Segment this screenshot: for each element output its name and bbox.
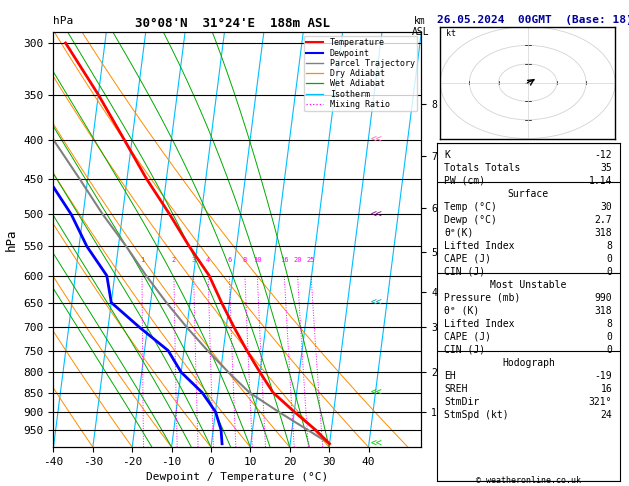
Text: Lifted Index: Lifted Index <box>445 241 515 251</box>
Text: CAPE (J): CAPE (J) <box>445 254 491 264</box>
Text: 16: 16 <box>280 257 288 263</box>
Text: Most Unstable: Most Unstable <box>490 280 567 290</box>
Text: EH: EH <box>445 371 456 381</box>
Text: 24: 24 <box>601 410 612 420</box>
Text: <<: << <box>370 387 382 398</box>
Text: 990: 990 <box>594 293 612 303</box>
Text: 3: 3 <box>191 257 196 263</box>
Text: <<: << <box>370 209 382 220</box>
Text: -12: -12 <box>594 150 612 160</box>
Text: CIN (J): CIN (J) <box>445 345 486 355</box>
Text: 6: 6 <box>227 257 231 263</box>
Text: 1.14: 1.14 <box>589 176 612 186</box>
Text: 0: 0 <box>606 254 612 264</box>
Text: -19: -19 <box>594 371 612 381</box>
Text: 321°: 321° <box>589 397 612 407</box>
Text: 1: 1 <box>140 257 144 263</box>
Text: Surface: Surface <box>508 189 549 199</box>
Text: 8: 8 <box>606 319 612 329</box>
Text: hPa: hPa <box>53 16 74 26</box>
Text: θᵉ(K): θᵉ(K) <box>445 228 474 238</box>
Text: CIN (J): CIN (J) <box>445 267 486 277</box>
Text: 0: 0 <box>606 267 612 277</box>
Text: kt: kt <box>446 29 456 38</box>
Text: 25: 25 <box>306 257 315 263</box>
Y-axis label: hPa: hPa <box>5 228 18 251</box>
Text: 20: 20 <box>293 257 301 263</box>
Text: <<: << <box>370 439 382 449</box>
Text: Totals Totals: Totals Totals <box>445 163 521 173</box>
Text: 2.7: 2.7 <box>594 215 612 225</box>
Text: 30: 30 <box>601 202 612 212</box>
Text: 16: 16 <box>601 384 612 394</box>
Y-axis label: Mixing Ratio (g/kg): Mixing Ratio (g/kg) <box>438 184 448 295</box>
Text: km
ASL: km ASL <box>411 16 429 37</box>
Text: 2: 2 <box>172 257 176 263</box>
Text: CAPE (J): CAPE (J) <box>445 332 491 342</box>
Text: 10: 10 <box>253 257 261 263</box>
X-axis label: Dewpoint / Temperature (°C): Dewpoint / Temperature (°C) <box>147 472 328 483</box>
Text: 4: 4 <box>206 257 210 263</box>
Text: <<: << <box>370 297 382 308</box>
Text: Hodograph: Hodograph <box>502 358 555 368</box>
Text: θᵉ (K): θᵉ (K) <box>445 306 480 316</box>
Text: StmDir: StmDir <box>445 397 480 407</box>
Text: © weatheronline.co.uk: © weatheronline.co.uk <box>476 476 581 485</box>
Text: 0: 0 <box>606 332 612 342</box>
Text: StmSpd (kt): StmSpd (kt) <box>445 410 509 420</box>
Text: K: K <box>445 150 450 160</box>
Text: 318: 318 <box>594 306 612 316</box>
Text: Temp (°C): Temp (°C) <box>445 202 498 212</box>
Text: 26.05.2024  00GMT  (Base: 18): 26.05.2024 00GMT (Base: 18) <box>437 15 629 25</box>
Text: PW (cm): PW (cm) <box>445 176 486 186</box>
Text: 8: 8 <box>606 241 612 251</box>
Text: 35: 35 <box>601 163 612 173</box>
Text: 318: 318 <box>594 228 612 238</box>
Text: SREH: SREH <box>445 384 468 394</box>
Text: 8: 8 <box>243 257 247 263</box>
Text: Dewp (°C): Dewp (°C) <box>445 215 498 225</box>
Legend: Temperature, Dewpoint, Parcel Trajectory, Dry Adiabat, Wet Adiabat, Isotherm, Mi: Temperature, Dewpoint, Parcel Trajectory… <box>304 36 417 111</box>
Text: <<: << <box>370 135 382 144</box>
Text: 30°08'N  31°24'E  188m ASL: 30°08'N 31°24'E 188m ASL <box>135 17 330 30</box>
Text: Pressure (mb): Pressure (mb) <box>445 293 521 303</box>
Text: Lifted Index: Lifted Index <box>445 319 515 329</box>
Text: 0: 0 <box>606 345 612 355</box>
